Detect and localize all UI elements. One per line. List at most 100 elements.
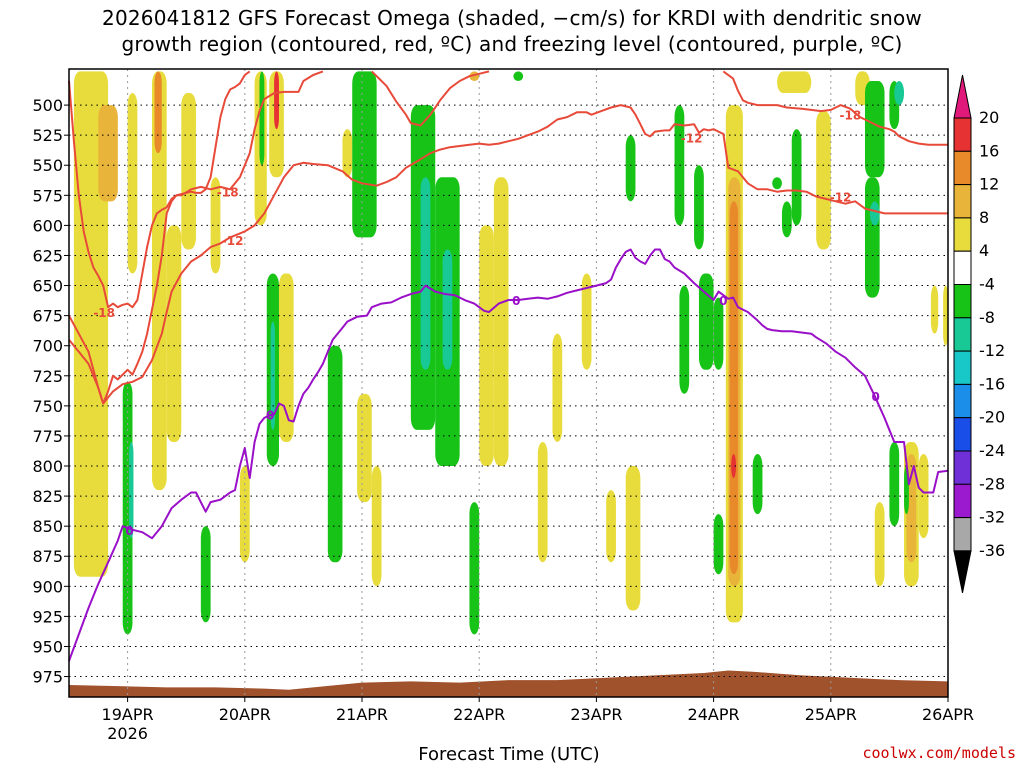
omega-region-5 [152, 71, 167, 491]
colorbar-label-10: -24 [979, 441, 1005, 460]
contour-label-6: 0 [125, 524, 133, 538]
omega-region-64 [918, 453, 929, 539]
colorbar-swatch-5 [953, 250, 972, 285]
terrain-layer [69, 670, 948, 697]
omega-region-19 [342, 129, 353, 178]
y-tick-label-600: 600 [32, 216, 63, 235]
omega-region-2 [127, 93, 138, 274]
x-tick-label-21APR: 21APR [336, 705, 388, 724]
y-tick-label-625: 625 [32, 246, 63, 265]
omega-region-40 [679, 285, 690, 394]
colorbar: 20 16 12 8 4 -4 -8 -12 -16 -20 -24 -28 -32 -36 [953, 74, 1005, 593]
colorbar-label-6: -8 [979, 308, 995, 327]
y-tick-label-900: 900 [32, 577, 63, 596]
omega-region-6 [154, 71, 162, 154]
omega-region-0 [73, 71, 109, 577]
colorbar-swatch-8 [953, 350, 972, 385]
colorbar-label-9: -20 [979, 408, 1005, 427]
colorbar-label-7: -12 [979, 341, 1005, 360]
omega-region-54 [816, 111, 831, 250]
colorbar-swatch-6 [953, 284, 972, 319]
omega-region-34 [552, 333, 563, 442]
omega-region-52 [791, 129, 802, 226]
y-tick-label-875: 875 [32, 547, 63, 566]
colorbar-swatch-1 [953, 117, 972, 152]
x-tick-label-24APR: 24APR [688, 705, 740, 724]
colorbar-swatch-11 [953, 450, 972, 485]
y-tick-label-725: 725 [32, 367, 63, 386]
colorbar-swatch-4 [953, 217, 972, 252]
omega-shading-layer [73, 71, 948, 635]
contour-layer: -18 -18 -12 -12 -12 -18 0 0 0 0 0 [68, 70, 949, 662]
colorbar-label-4: 4 [979, 241, 989, 260]
y-tick-label-975: 975 [32, 668, 63, 687]
omega-region-28 [469, 502, 480, 635]
omega-region-67 [889, 441, 900, 527]
y-tick-label-700: 700 [32, 337, 63, 356]
omega-region-21 [352, 71, 377, 238]
omega-region-50 [772, 177, 782, 190]
contour-label-0: -18 [93, 306, 115, 320]
y-tick-label-525: 525 [32, 126, 63, 145]
y-tick-label-750: 750 [32, 397, 63, 416]
contour--18-4 [722, 70, 948, 146]
y-tick-label-650: 650 [32, 277, 63, 296]
colorbar-label-1: 16 [979, 141, 999, 160]
omega-region-25 [420, 177, 431, 370]
omega-region-32 [513, 71, 524, 82]
y-tick-label-775: 775 [32, 427, 63, 446]
x-tick-label-22APR: 22APR [453, 705, 505, 724]
colorbar-label-3: 8 [979, 208, 989, 227]
chart-title-line-2: growth region (contoured, red, ºC) and f… [121, 32, 903, 56]
omega-region-35 [581, 273, 592, 370]
colorbar-swatch-13 [953, 517, 972, 552]
colorbar-label-0: 20 [979, 108, 999, 127]
x-tick-sublabel-19APR: 2026 [107, 724, 148, 743]
contour--12-1 [68, 104, 948, 405]
colorbar-swatch-12 [953, 483, 972, 519]
colorbar-label-11: -28 [979, 474, 1005, 493]
credit-link[interactable]: coolwx.com/models [862, 744, 1016, 762]
axes-layer: 500 525 550 575 600 625 650 675 700 725 750 775 800 8… [32, 68, 974, 743]
omega-region-22 [357, 393, 372, 503]
omega-region-30 [493, 177, 509, 467]
omega-region-56 [864, 81, 885, 178]
omega-region-23 [371, 466, 382, 587]
omega-region-39 [674, 105, 685, 226]
chart-title-line-1: 2026041812 GFS Forecast Omega (shaded, −… [102, 6, 922, 30]
omega-region-53 [777, 71, 812, 94]
omega-region-38 [625, 135, 636, 202]
omega-region-46 [729, 201, 739, 575]
contour-0-5 [68, 248, 949, 662]
omega-region-47 [731, 453, 737, 479]
omega-region-58 [894, 81, 905, 106]
colorbar-label-8: -16 [979, 374, 1005, 393]
contour--18-3 [371, 70, 490, 127]
omega-region-9 [200, 526, 211, 623]
contour-label-2: -12 [222, 234, 244, 248]
omega-region-60 [869, 201, 880, 226]
colorbar-label-2: 12 [979, 175, 999, 194]
omega-region-37 [625, 466, 641, 611]
colorbar-swatch-9 [953, 383, 972, 419]
omega-region-15 [274, 71, 279, 130]
contour-label-1: -18 [217, 186, 239, 200]
colorbar-label-12: -32 [979, 508, 1005, 527]
x-tick-label-26APR: 26APR [922, 705, 974, 724]
x-tick-label-23APR: 23APR [570, 705, 622, 724]
contour-label-5: -18 [839, 109, 861, 123]
omega-region-27 [442, 249, 453, 370]
grid-layer [69, 69, 949, 697]
omega-region-10 [210, 177, 221, 274]
y-tick-label-850: 850 [32, 517, 63, 536]
contour-label-10: 0 [872, 390, 880, 404]
omega-region-41 [694, 165, 704, 250]
y-tick-label-575: 575 [32, 186, 63, 205]
x-axis-label: Forecast Time (UTC) [418, 744, 600, 765]
contour--18-0 [68, 70, 324, 405]
omega-region-20 [327, 345, 343, 563]
omega-region-18 [278, 273, 294, 442]
omega-region-1 [98, 105, 118, 202]
